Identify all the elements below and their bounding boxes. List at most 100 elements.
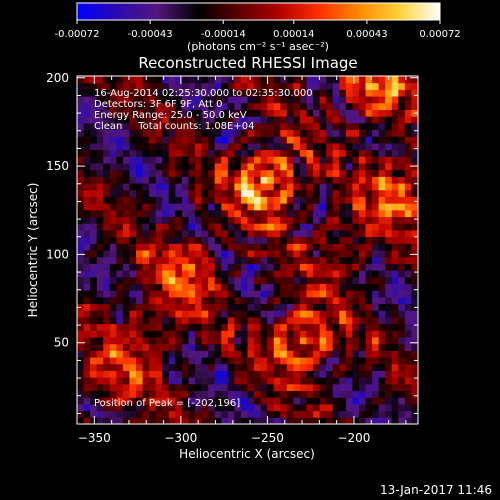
heatmap-cell bbox=[116, 216, 124, 224]
heatmap-cell bbox=[306, 296, 314, 305]
heatmap-cell bbox=[155, 290, 163, 298]
heatmap-cell bbox=[109, 129, 117, 137]
heatmap-cell bbox=[122, 343, 130, 351]
heatmap-cell bbox=[339, 323, 347, 331]
heatmap-cell bbox=[247, 357, 255, 365]
heatmap-cell bbox=[188, 236, 196, 244]
heatmap-cell bbox=[286, 296, 294, 305]
heatmap-cell bbox=[181, 196, 189, 204]
heatmap-cell bbox=[227, 223, 235, 231]
heatmap-cell bbox=[234, 116, 242, 124]
heatmap-cell bbox=[372, 256, 380, 264]
heatmap-cell bbox=[267, 403, 275, 412]
heatmap-cell bbox=[122, 350, 130, 358]
heatmap-cell bbox=[391, 209, 399, 218]
heatmap-cell bbox=[96, 270, 104, 278]
heatmap-cell bbox=[404, 397, 412, 405]
heatmap-cell bbox=[273, 316, 281, 325]
heatmap-cell bbox=[162, 343, 170, 351]
heatmap-cell bbox=[345, 136, 353, 144]
heatmap-cell bbox=[188, 256, 196, 264]
heatmap-cell bbox=[83, 323, 91, 331]
heatmap-cell bbox=[221, 96, 229, 104]
heatmap-cell bbox=[404, 263, 412, 271]
annotation-energy-range: Energy Range: 25.0 - 50.0 keV bbox=[94, 110, 247, 121]
heatmap-cell bbox=[240, 196, 248, 204]
heatmap-cell bbox=[299, 102, 308, 110]
heatmap-cell bbox=[378, 76, 386, 84]
heatmap-cell bbox=[122, 290, 130, 298]
heatmap-cell bbox=[129, 96, 137, 104]
heatmap-cell bbox=[136, 229, 144, 238]
heatmap-cell bbox=[378, 129, 386, 137]
heatmap-cell bbox=[214, 310, 222, 318]
heatmap-cell bbox=[352, 163, 360, 171]
heatmap-cell bbox=[260, 410, 268, 418]
heatmap-cell bbox=[155, 270, 163, 278]
heatmap-cell bbox=[378, 82, 386, 90]
heatmap-cell bbox=[398, 183, 406, 191]
heatmap-cell bbox=[175, 209, 183, 218]
heatmap-cell bbox=[83, 390, 91, 398]
heatmap-cell bbox=[273, 149, 281, 157]
heatmap-cell bbox=[378, 163, 386, 171]
heatmap-cell bbox=[286, 236, 294, 244]
heatmap-cell bbox=[162, 363, 170, 371]
heatmap-cell bbox=[201, 363, 209, 371]
heatmap-cell bbox=[214, 163, 222, 171]
heatmap-cell bbox=[103, 183, 111, 191]
heatmap-cell bbox=[358, 350, 367, 358]
heatmap-cell bbox=[286, 323, 294, 331]
heatmap-cell bbox=[352, 377, 360, 385]
heatmap-cell bbox=[293, 142, 301, 151]
heatmap-cell bbox=[103, 229, 111, 238]
heatmap-cell bbox=[195, 337, 203, 345]
heatmap-cell bbox=[398, 209, 406, 218]
heatmap-cell bbox=[326, 316, 334, 325]
heatmap-cell bbox=[234, 290, 242, 298]
heatmap-cell bbox=[404, 109, 412, 117]
heatmap-cell bbox=[195, 377, 203, 385]
heatmap-cell bbox=[372, 276, 380, 284]
heatmap-cell bbox=[201, 89, 209, 97]
heatmap-cell bbox=[326, 189, 334, 197]
heatmap-cell bbox=[352, 383, 360, 392]
heatmap-cell bbox=[411, 290, 418, 298]
heatmap-cell bbox=[398, 270, 406, 278]
heatmap-cell bbox=[313, 390, 321, 398]
y-axis-label: Heliocentric Y (arcsec) bbox=[26, 183, 40, 318]
heatmap-cell bbox=[116, 316, 124, 325]
heatmap-cell bbox=[162, 102, 170, 110]
heatmap-cell bbox=[293, 149, 301, 157]
heatmap-cell bbox=[365, 142, 373, 151]
heatmap-cell bbox=[142, 357, 150, 365]
heatmap-cell bbox=[319, 390, 327, 398]
heatmap-cell bbox=[155, 189, 163, 197]
heatmap-cell bbox=[116, 350, 124, 358]
heatmap-cell bbox=[83, 216, 91, 224]
heatmap-cell bbox=[175, 102, 183, 110]
heatmap-cell bbox=[175, 310, 183, 318]
heatmap-cell bbox=[168, 236, 176, 244]
heatmap-cell bbox=[109, 337, 117, 345]
heatmap-cell bbox=[411, 323, 418, 331]
heatmap-cell bbox=[188, 209, 196, 218]
heatmap-cell bbox=[378, 183, 386, 191]
heatmap-cell bbox=[273, 357, 281, 365]
heatmap-cell bbox=[326, 196, 334, 204]
heatmap-cell bbox=[299, 176, 308, 184]
heatmap-cell bbox=[280, 203, 288, 211]
heatmap-cell bbox=[103, 290, 111, 298]
heatmap-cell bbox=[247, 303, 255, 311]
heatmap-cell bbox=[332, 323, 340, 331]
heatmap-cell bbox=[136, 82, 144, 90]
heatmap-cell bbox=[326, 76, 334, 84]
heatmap-cell bbox=[155, 296, 163, 305]
heatmap-cell bbox=[391, 189, 399, 197]
heatmap-cell bbox=[149, 149, 157, 157]
heatmap-cell bbox=[247, 263, 255, 271]
heatmap-cell bbox=[221, 176, 229, 184]
heatmap-cell bbox=[358, 250, 367, 258]
heatmap-cell bbox=[103, 363, 111, 371]
heatmap-cell bbox=[358, 236, 367, 244]
